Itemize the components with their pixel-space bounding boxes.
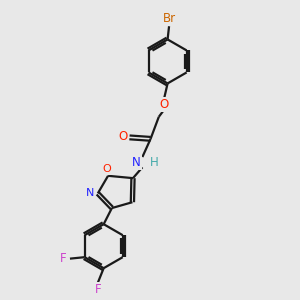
Text: F: F bbox=[60, 252, 67, 265]
Text: N: N bbox=[85, 188, 94, 198]
Text: O: O bbox=[118, 130, 127, 143]
Text: Br: Br bbox=[163, 12, 176, 25]
Text: N: N bbox=[132, 156, 141, 169]
Text: H: H bbox=[150, 156, 159, 169]
Text: O: O bbox=[160, 98, 169, 111]
Text: F: F bbox=[94, 283, 101, 296]
Text: O: O bbox=[102, 164, 111, 174]
